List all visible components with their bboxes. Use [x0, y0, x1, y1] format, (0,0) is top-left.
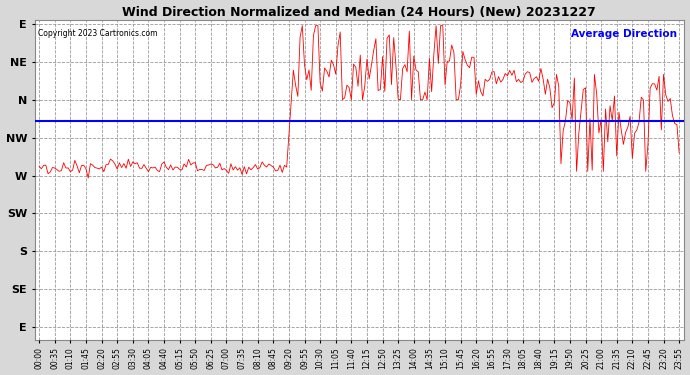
Text: Copyright 2023 Cartronics.com: Copyright 2023 Cartronics.com — [38, 29, 157, 38]
Text: Average Direction: Average Direction — [571, 29, 677, 39]
Title: Wind Direction Normalized and Median (24 Hours) (New) 20231227: Wind Direction Normalized and Median (24… — [122, 6, 596, 18]
